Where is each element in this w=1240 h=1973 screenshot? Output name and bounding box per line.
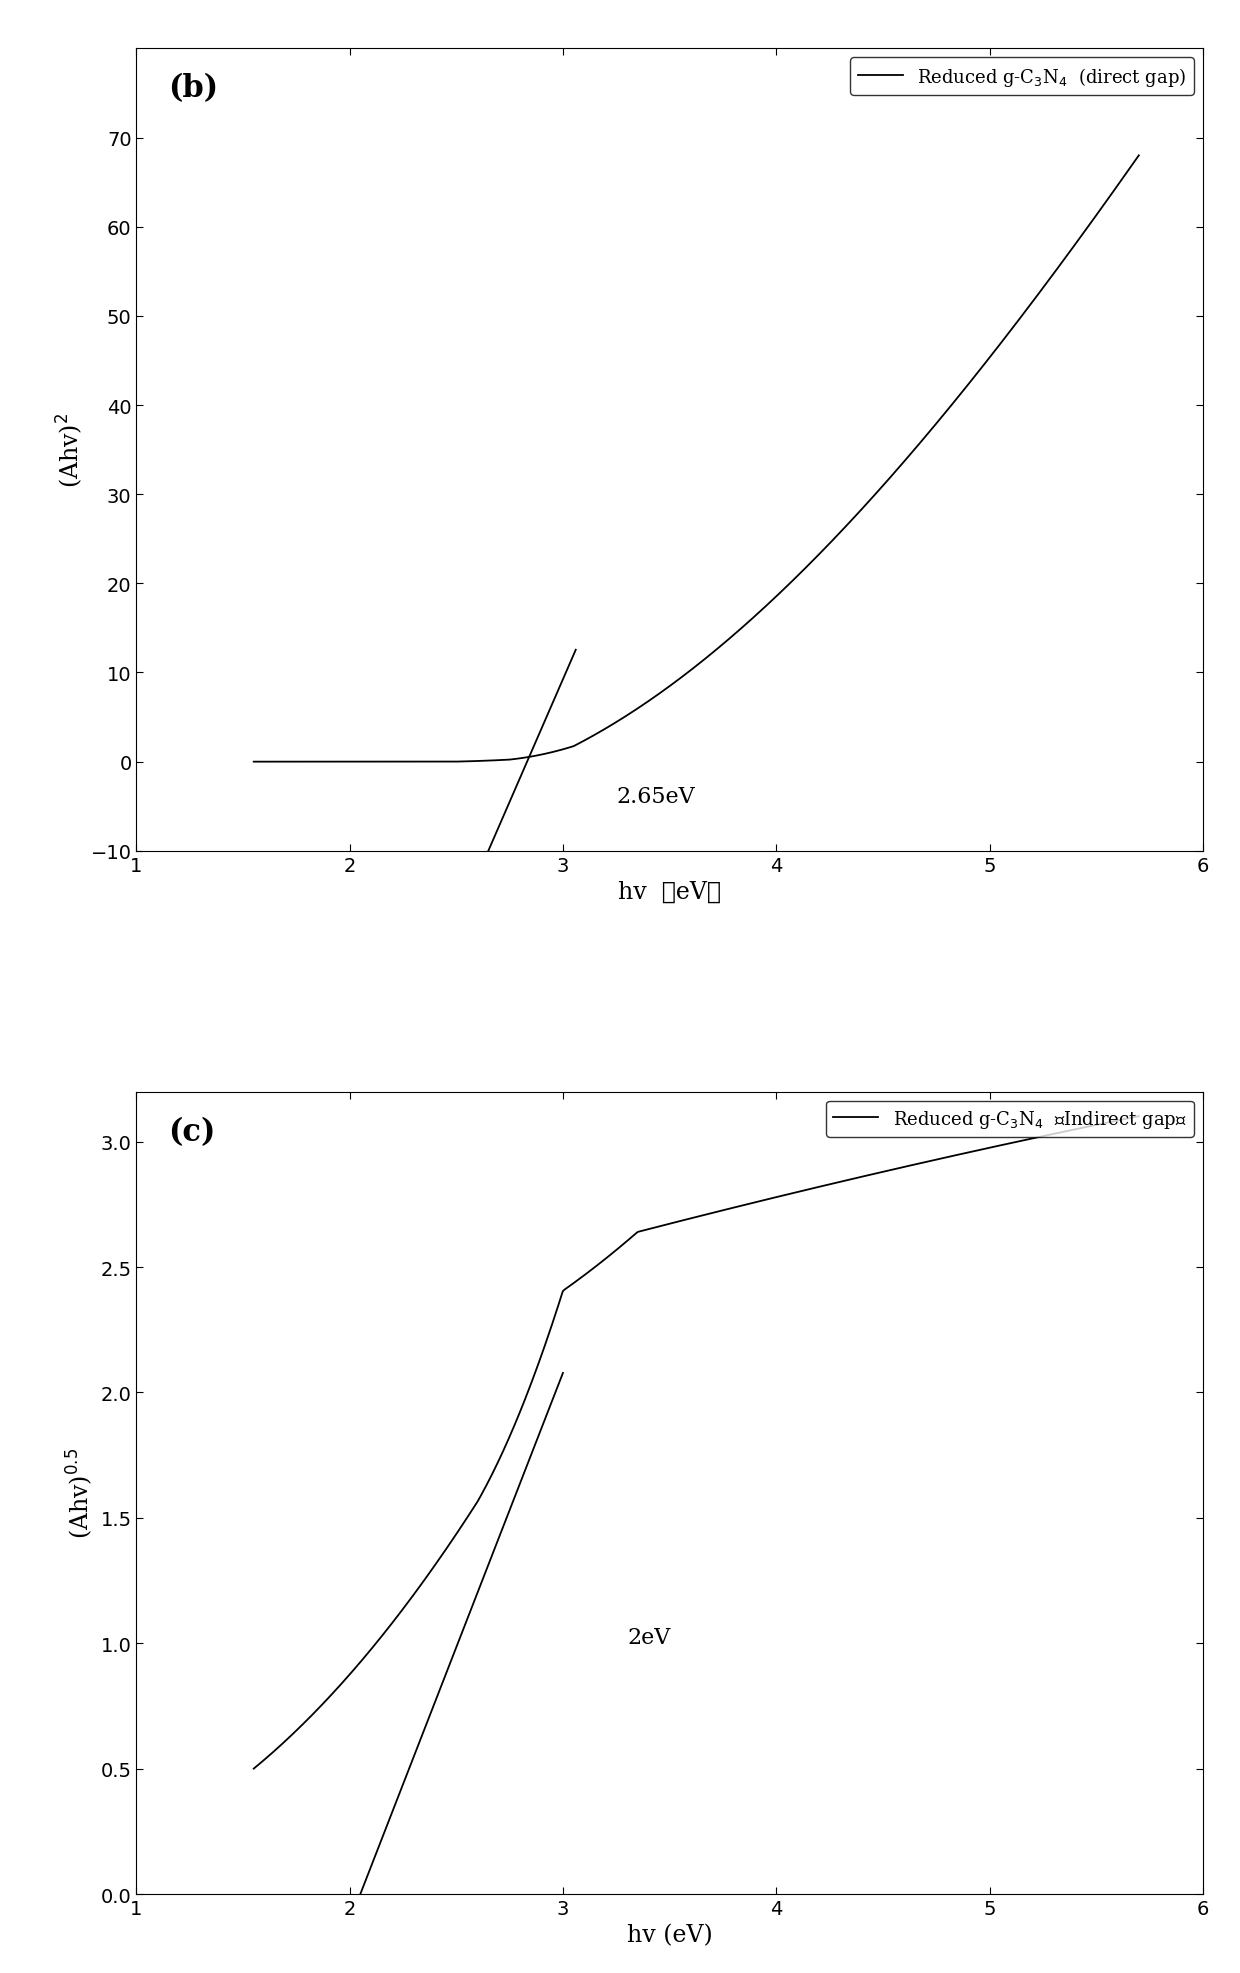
Text: (c): (c): [169, 1117, 216, 1146]
Legend: Reduced g-C$_3$N$_4$  （Indirect gap）: Reduced g-C$_3$N$_4$ （Indirect gap）: [826, 1101, 1194, 1138]
Text: 2.65eV: 2.65eV: [616, 785, 696, 807]
Text: (b): (b): [169, 73, 218, 105]
X-axis label: hv (eV): hv (eV): [626, 1924, 713, 1947]
Y-axis label: (Ahv)$^2$: (Ahv)$^2$: [55, 412, 86, 487]
Legend: Reduced g-C$_3$N$_4$  (direct gap): Reduced g-C$_3$N$_4$ (direct gap): [851, 59, 1194, 97]
X-axis label: hv  （eV）: hv （eV）: [618, 880, 722, 904]
Y-axis label: (Ahv)$^{0.5}$: (Ahv)$^{0.5}$: [64, 1448, 94, 1539]
Text: 2eV: 2eV: [627, 1626, 671, 1647]
